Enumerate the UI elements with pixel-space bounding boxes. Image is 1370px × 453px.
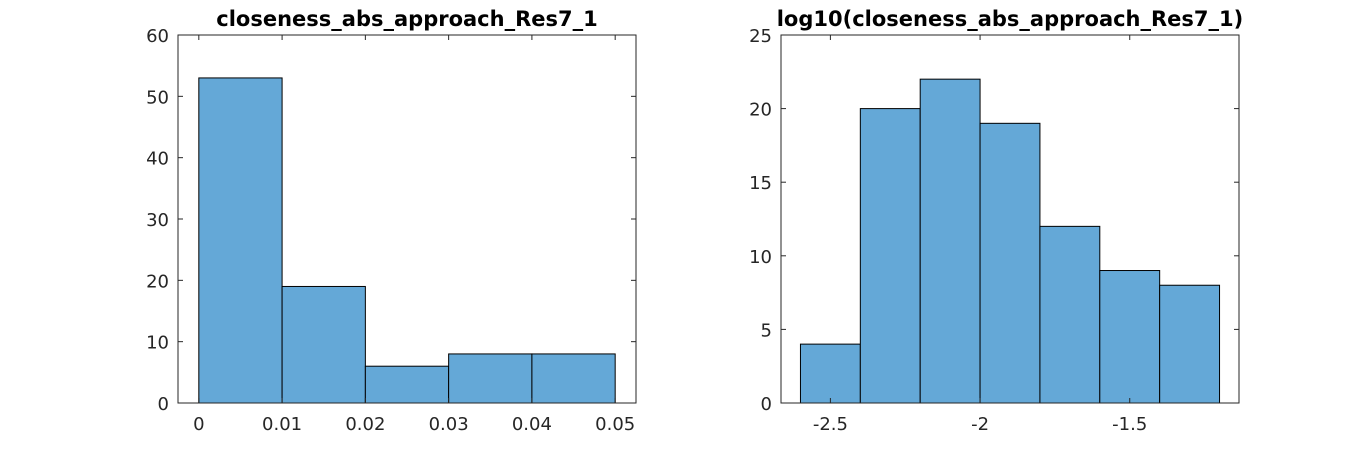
chart-title: closeness_abs_approach_Res7_1 (216, 7, 597, 31)
x-tick-label: 0 (193, 414, 204, 435)
x-tick-label: 0.05 (595, 414, 635, 435)
y-tick-label: 50 (146, 87, 169, 108)
y-tick-label: 10 (749, 247, 772, 268)
chart-title: log10(closeness_abs_approach_Res7_1) (777, 7, 1244, 31)
y-tick-label: 0 (761, 394, 772, 415)
histogram-bar (979, 122, 1041, 404)
y-tick-label: 10 (146, 333, 169, 354)
histogram-bar (1039, 225, 1101, 404)
y-tick-label: 0 (158, 394, 169, 415)
y-tick-label: 20 (146, 271, 169, 292)
y-tick-label: 15 (749, 173, 772, 194)
y-tick-label: 40 (146, 149, 169, 170)
histogram-bar (919, 78, 981, 404)
histogram-bar (448, 353, 533, 404)
histogram-log10: log10(closeness_abs_approach_Res7_1) 0 5 1… (749, 7, 1243, 435)
histogram-bar (799, 343, 861, 404)
x-tick-label: 0.01 (262, 414, 302, 435)
x-tick-label: -2.5 (813, 414, 848, 435)
histogram-bar (198, 77, 283, 404)
y-tick-label: 60 (146, 26, 169, 47)
histogram-bar (1099, 270, 1161, 404)
histogram-bar (859, 108, 921, 404)
y-tick-label: 5 (761, 320, 772, 341)
histogram-bar (531, 353, 616, 404)
x-tick-label: 0.04 (512, 414, 552, 435)
histogram-bar (1159, 284, 1221, 404)
histogram-bar (364, 365, 450, 404)
histogram-raw: closeness_abs_approach_Res7_1 0 10 20 30 40 5… (146, 7, 637, 435)
histogram-bar (281, 285, 366, 404)
y-tick-label: 20 (749, 100, 772, 121)
y-tick-label: 25 (749, 26, 772, 47)
x-tick-label: -2 (971, 414, 989, 435)
axes-frame (780, 34, 1240, 404)
x-tick-label: 0.02 (345, 414, 385, 435)
x-tick-label: 0.03 (429, 414, 469, 435)
y-tick-label: 30 (146, 210, 169, 231)
x-tick-label: -1.5 (1112, 414, 1147, 435)
